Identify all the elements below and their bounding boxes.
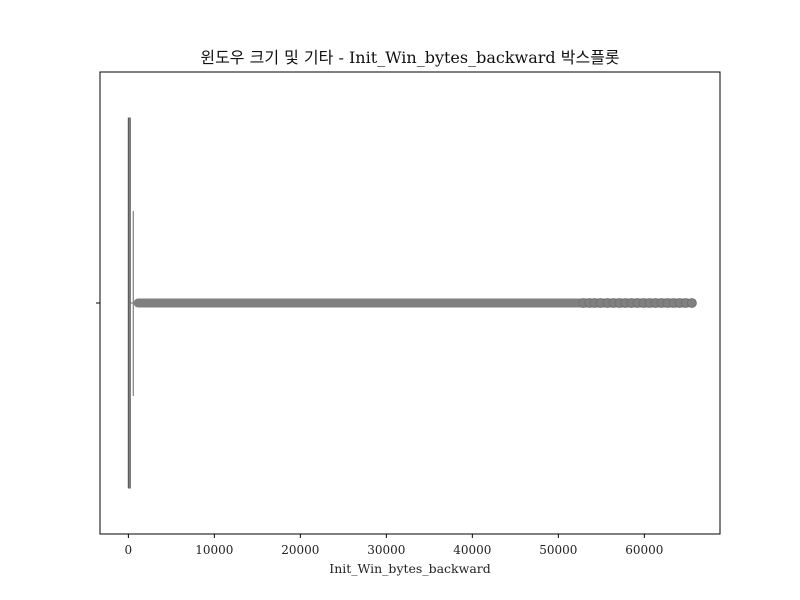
x-tick-label: 50000 (539, 543, 577, 557)
x-tick-label: 10000 (195, 543, 233, 557)
plot-marks (127, 117, 697, 489)
outlier-point (687, 298, 697, 308)
x-tick-label: 40000 (453, 543, 491, 557)
x-axis: 0 10000 20000 30000 40000 50000 60000 (125, 534, 663, 557)
x-tick-label: 20000 (281, 543, 319, 557)
x-tick-label: 60000 (625, 543, 663, 557)
x-tick-label: 30000 (367, 543, 405, 557)
x-axis-label: Init_Win_bytes_backward (329, 561, 491, 576)
chart-title: 윈도우 크기 및 기타 - Init_Win_bytes_backward 박스… (200, 48, 619, 67)
outlier-band (133, 298, 692, 308)
x-tick-label: 0 (125, 543, 133, 557)
